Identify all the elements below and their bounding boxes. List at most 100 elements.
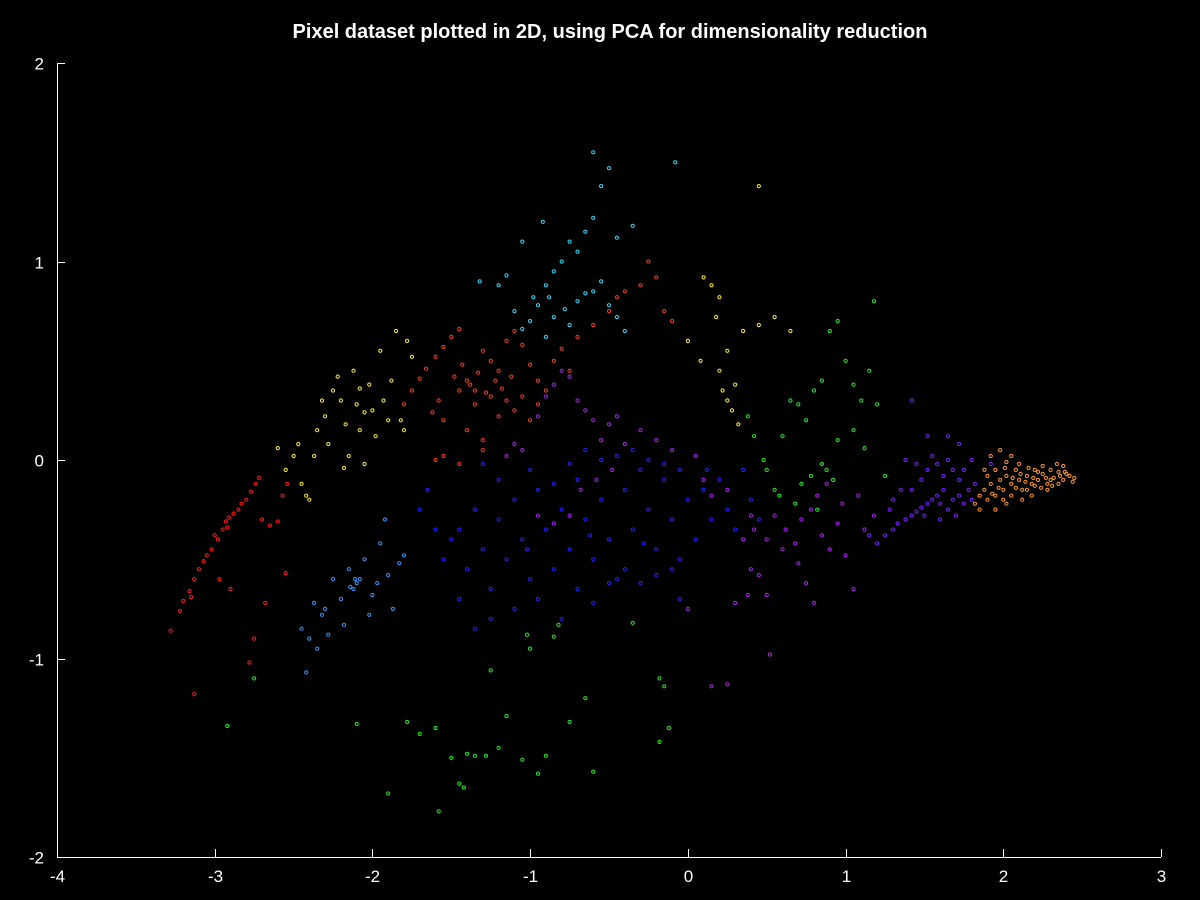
data-point bbox=[559, 507, 564, 512]
data-point bbox=[441, 418, 446, 423]
data-point bbox=[543, 753, 549, 758]
data-point bbox=[799, 481, 804, 486]
data-point bbox=[819, 533, 825, 538]
data-point bbox=[480, 438, 485, 443]
data-point bbox=[441, 557, 446, 562]
data-point bbox=[1013, 485, 1019, 490]
data-point bbox=[1013, 467, 1019, 472]
data-point bbox=[985, 497, 990, 502]
data-point bbox=[307, 636, 312, 641]
data-point bbox=[512, 606, 517, 612]
data-point bbox=[599, 279, 604, 284]
data-point bbox=[575, 477, 580, 482]
data-point bbox=[1048, 477, 1053, 482]
data-point bbox=[405, 719, 410, 725]
data-point bbox=[646, 507, 651, 512]
data-point bbox=[630, 527, 635, 532]
data-point bbox=[267, 523, 272, 528]
data-point bbox=[370, 408, 375, 413]
data-point bbox=[457, 388, 462, 393]
data-point bbox=[433, 527, 438, 532]
data-point bbox=[551, 634, 556, 639]
data-point bbox=[811, 600, 817, 606]
data-point bbox=[457, 596, 462, 602]
data-point bbox=[752, 434, 757, 439]
data-point bbox=[417, 731, 422, 737]
data-point bbox=[641, 541, 646, 546]
data-point bbox=[725, 507, 730, 512]
data-point bbox=[1010, 475, 1015, 480]
data-point bbox=[591, 215, 596, 220]
data-point bbox=[192, 577, 197, 582]
data-point bbox=[326, 632, 331, 637]
data-point bbox=[351, 586, 356, 592]
data-point bbox=[465, 378, 470, 383]
x-tick-label: 2 bbox=[999, 867, 1008, 886]
data-point bbox=[496, 517, 501, 522]
data-point bbox=[638, 467, 643, 472]
data-point bbox=[583, 517, 588, 522]
data-point bbox=[1035, 477, 1041, 482]
data-point bbox=[575, 249, 580, 254]
data-point bbox=[606, 166, 612, 171]
data-point bbox=[457, 326, 462, 332]
data-point bbox=[551, 521, 556, 526]
data-point bbox=[280, 493, 285, 498]
data-point bbox=[882, 533, 888, 538]
data-point bbox=[895, 521, 900, 526]
data-point bbox=[709, 493, 714, 498]
x-tick-label: 3 bbox=[1157, 867, 1166, 886]
data-point bbox=[225, 723, 230, 729]
data-point bbox=[567, 719, 572, 725]
data-point bbox=[654, 547, 659, 552]
data-point bbox=[756, 573, 761, 578]
data-point bbox=[946, 457, 951, 463]
data-point bbox=[677, 557, 683, 562]
data-point bbox=[1032, 483, 1037, 488]
data-point bbox=[430, 410, 435, 415]
data-point bbox=[220, 527, 225, 532]
data-point bbox=[720, 388, 725, 393]
data-point bbox=[748, 513, 754, 518]
data-point bbox=[357, 386, 362, 391]
data-point bbox=[168, 628, 173, 633]
data-point bbox=[914, 461, 919, 467]
data-point bbox=[465, 567, 470, 572]
data-point bbox=[212, 533, 217, 538]
data-point bbox=[386, 791, 391, 796]
data-point bbox=[638, 283, 643, 288]
data-point bbox=[472, 388, 477, 393]
data-point bbox=[670, 448, 675, 453]
data-point bbox=[477, 279, 482, 284]
data-point bbox=[950, 467, 955, 472]
data-point bbox=[417, 507, 422, 512]
data-point bbox=[819, 461, 825, 467]
data-point bbox=[551, 358, 556, 363]
data-point bbox=[382, 517, 388, 522]
data-point bbox=[256, 475, 261, 480]
data-point bbox=[189, 594, 194, 600]
data-point bbox=[741, 467, 746, 472]
data-point bbox=[662, 309, 667, 314]
data-point bbox=[343, 422, 348, 427]
data-point bbox=[670, 517, 675, 522]
data-point bbox=[882, 473, 888, 478]
data-point bbox=[543, 334, 549, 339]
data-point bbox=[725, 682, 730, 687]
data-point bbox=[524, 632, 530, 637]
data-point bbox=[851, 382, 856, 387]
data-point bbox=[606, 309, 612, 314]
data-point bbox=[231, 511, 236, 516]
data-point bbox=[1045, 487, 1050, 492]
chart-title: Pixel dataset plotted in 2D, using PCA f… bbox=[293, 21, 928, 43]
data-point bbox=[263, 600, 268, 606]
data-point bbox=[745, 414, 750, 419]
data-point bbox=[196, 567, 201, 572]
data-point bbox=[1050, 483, 1055, 488]
data-point bbox=[780, 434, 785, 439]
data-point bbox=[496, 414, 501, 419]
data-point bbox=[551, 382, 556, 387]
data-point bbox=[772, 487, 777, 492]
data-point bbox=[840, 501, 845, 506]
data-point bbox=[559, 368, 564, 373]
